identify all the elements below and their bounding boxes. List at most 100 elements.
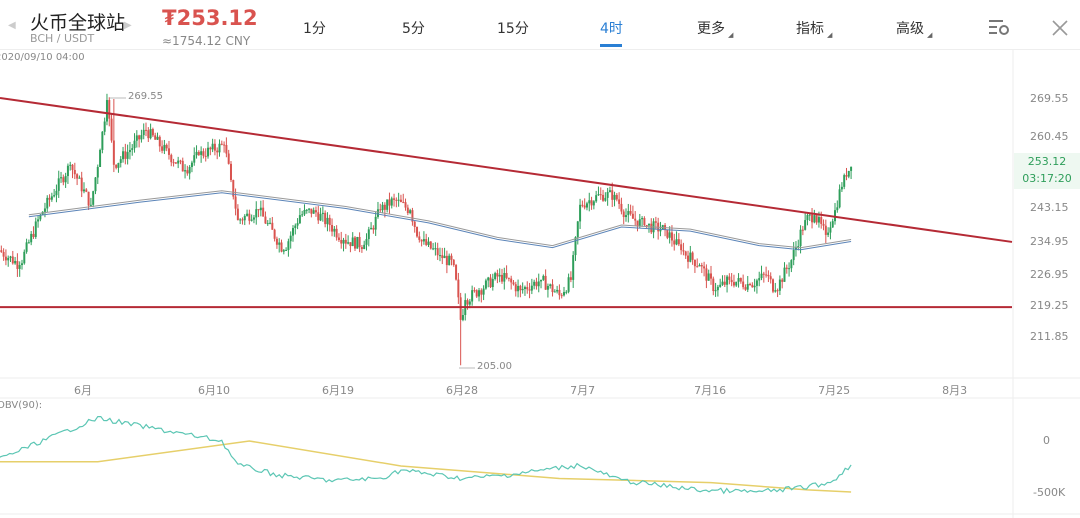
candle-body <box>76 174 79 179</box>
candle-body <box>450 255 453 260</box>
exchange-name: 火币全球站 <box>30 12 126 34</box>
candle-body <box>142 129 145 136</box>
candle-body <box>92 191 95 205</box>
tab-advanced[interactable]: 高级 ◢ <box>896 21 933 39</box>
candle-body <box>252 217 255 220</box>
candle-body <box>50 196 53 200</box>
x-tick-label: 7月16 <box>694 384 727 397</box>
candle-body <box>468 301 471 305</box>
candle-body <box>643 218 646 226</box>
chevron-left-icon[interactable]: ◀ <box>8 20 16 31</box>
x-tick-label: 6月28 <box>446 384 479 397</box>
candle-body <box>776 290 779 292</box>
candle-body <box>817 217 820 223</box>
candle-body <box>758 278 761 281</box>
candle-body <box>34 221 37 237</box>
candle-body <box>666 229 669 238</box>
candle-body <box>406 207 409 214</box>
candle-body <box>110 118 113 141</box>
candle-body <box>370 227 373 230</box>
candle-body <box>383 204 386 210</box>
candle-body <box>590 200 593 206</box>
candle-body <box>597 194 600 196</box>
candle-body <box>174 162 177 164</box>
candle-body <box>689 252 692 262</box>
candle-body <box>351 237 354 247</box>
candle-body <box>769 276 772 280</box>
last-price-value: 253.12 <box>1027 155 1067 168</box>
candle-body <box>703 266 706 269</box>
tab-1min[interactable]: 1分 <box>303 21 326 37</box>
close-icon[interactable] <box>1051 19 1069 37</box>
candle-body <box>530 285 533 291</box>
candle-body <box>126 152 129 159</box>
candle-body <box>112 140 115 165</box>
candle-body <box>14 260 17 264</box>
candle-body <box>753 285 756 288</box>
candle-body <box>709 273 712 279</box>
candle-body <box>549 284 552 286</box>
candle-body <box>714 290 717 292</box>
y-tick-label: 243.15 <box>1030 200 1069 214</box>
candle-body <box>372 227 375 230</box>
tab-4h[interactable]: 4时 <box>600 21 623 37</box>
candle-body <box>314 210 317 213</box>
chevron-right-icon[interactable]: ▶ <box>124 20 132 31</box>
candle-body <box>53 195 56 197</box>
candle-body <box>794 246 797 251</box>
candle-body <box>388 199 391 206</box>
candle-body <box>347 242 350 244</box>
candle-body <box>804 220 807 230</box>
candle-body <box>395 199 398 201</box>
candle-body <box>128 149 131 153</box>
candle-body <box>225 144 228 154</box>
candle-body <box>636 220 639 227</box>
candle-body <box>18 265 21 269</box>
candle-body <box>760 273 763 279</box>
candle-body <box>200 151 203 155</box>
tab-indicators[interactable]: 指标 ◢ <box>796 21 833 39</box>
candle-body <box>165 144 168 149</box>
candle-body <box>670 232 673 241</box>
candle-body <box>326 217 329 225</box>
candle-body <box>220 143 223 145</box>
candle-body <box>641 218 644 220</box>
caret-icon: ◢ <box>927 31 933 39</box>
candle-body <box>512 282 515 285</box>
candle-body <box>459 297 462 320</box>
candle-body <box>416 226 419 237</box>
candle-body <box>236 208 239 221</box>
trading-pair: BCH / USDT <box>30 32 95 45</box>
candle-body <box>434 248 437 250</box>
candle-body <box>250 219 253 221</box>
candle-body <box>427 241 430 245</box>
candle-body <box>611 190 614 200</box>
candle-body <box>411 210 414 222</box>
tab-15min[interactable]: 15分 <box>497 21 529 37</box>
chart-settings-icon[interactable] <box>988 17 1010 37</box>
candle-body <box>631 213 634 219</box>
candle-body <box>696 266 699 268</box>
candle-body <box>606 191 609 198</box>
candle-body <box>602 194 605 201</box>
x-tick-label: 8月3 <box>942 384 968 397</box>
tab-5min[interactable]: 5分 <box>402 21 425 37</box>
candle-body <box>533 281 536 286</box>
candle-body <box>831 221 834 228</box>
candle-body <box>32 233 35 237</box>
candle-body <box>46 197 49 209</box>
candle-body <box>131 148 134 150</box>
candle-body <box>66 165 69 177</box>
candle-body <box>528 289 531 291</box>
candle-body <box>354 237 357 249</box>
candle-body <box>275 238 278 245</box>
candle-body <box>514 284 517 292</box>
candle-body <box>436 248 439 256</box>
candle-body <box>149 129 152 139</box>
candle-body <box>340 239 343 244</box>
candle-body <box>218 143 221 153</box>
candle-body <box>147 130 150 139</box>
candle-body <box>523 287 526 289</box>
tab-more[interactable]: 更多 ◢ <box>697 21 734 39</box>
